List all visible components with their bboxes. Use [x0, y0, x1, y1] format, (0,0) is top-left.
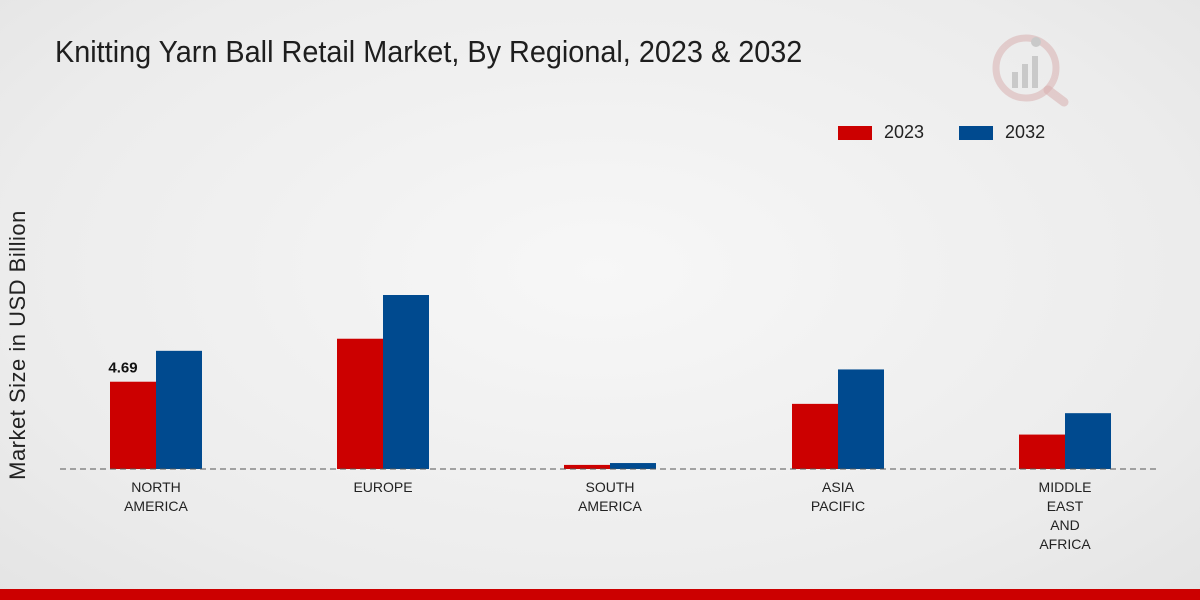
chart-legend: 2023 2032 — [838, 122, 1080, 143]
data-label: 4.69 — [108, 360, 137, 377]
bar-2023-europe — [337, 338, 383, 469]
bar-2023-asia-pacific — [792, 403, 838, 469]
bar-2032-asia-pacific — [838, 369, 884, 469]
legend-item-2032: 2032 — [959, 122, 1045, 143]
bottom-accent-bar — [0, 589, 1200, 600]
bar-2032-europe — [383, 295, 429, 469]
x-tick-label: MIDDLE EAST AND AFRICA — [1039, 479, 1092, 552]
legend-item-2023: 2023 — [838, 122, 924, 143]
x-tick-label: SOUTH AMERICA — [578, 479, 642, 514]
x-tick-label: NORTH AMERICA — [124, 479, 188, 514]
bar-2032-middle-east-and-africa — [1065, 413, 1111, 469]
legend-label-2032: 2032 — [1005, 122, 1046, 142]
bar-2032-north-america — [156, 350, 202, 469]
legend-label-2023: 2023 — [884, 122, 925, 142]
x-tick-label: ASIA PACIFIC — [811, 479, 865, 514]
bar-2023-north-america — [110, 381, 156, 469]
brand-logo-icon — [992, 34, 1069, 107]
chart-title: Knitting Yarn Ball Retail Market, By Reg… — [55, 34, 803, 69]
legend-swatch-2023 — [838, 125, 872, 140]
bar-2032-south-america — [610, 463, 656, 469]
x-tick-label: EUROPE — [353, 479, 412, 495]
bar-2023-south-america — [564, 464, 610, 469]
bar-2023-middle-east-and-africa — [1019, 434, 1065, 469]
legend-swatch-2032 — [959, 125, 994, 140]
